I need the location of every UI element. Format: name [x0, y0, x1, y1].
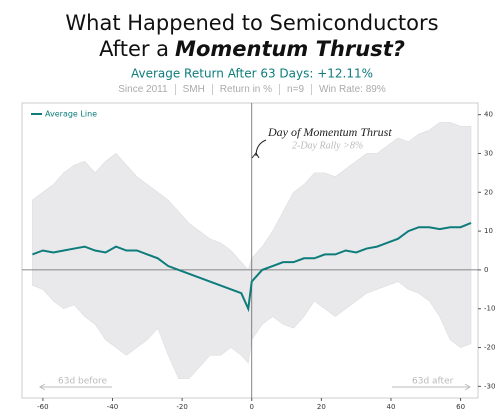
info-item: SMH	[174, 84, 212, 95]
y-tick-label: 0	[484, 266, 488, 274]
arrow-head	[39, 383, 46, 391]
x-tick-label: 20	[317, 403, 326, 411]
arrow-head	[464, 383, 471, 391]
average-line	[32, 221, 472, 313]
plot: -30 -20 -10 0 10 20 30 40 -60 -40 -20 0 20 40 60 Averag…	[22, 103, 495, 411]
title-line: After a Momentum Thrust?	[99, 37, 405, 61]
y-tick-label: 20	[484, 188, 493, 196]
x-tick-label: 40	[387, 403, 396, 411]
info-bar: Since 2011 SMH Return in % n=9 Win Rate: 89%	[0, 84, 504, 95]
annotation: 63d before	[58, 377, 107, 387]
title-line: What Happened to Semiconductors	[65, 11, 438, 35]
info-item: Since 2011	[118, 84, 168, 95]
x-tick-label: 0	[250, 403, 254, 411]
y-tick-label: -30	[484, 382, 495, 390]
title-part: After a	[99, 37, 169, 61]
annotation: 63d after	[412, 377, 454, 387]
y-tick-label: -10	[484, 305, 495, 313]
x-tick-label: 60	[456, 403, 465, 411]
y-tick-label: 40	[484, 111, 493, 119]
y-tick-label: 10	[484, 227, 493, 235]
x-tick-label: -40	[107, 403, 118, 411]
info-item: Return in %	[211, 84, 279, 95]
annotation: 2-Day Rally >8%	[292, 140, 363, 151]
y-tick-label: -20	[484, 344, 495, 352]
legend-label: Average Line	[45, 110, 97, 119]
info-item: Win Rate: 89%	[311, 84, 393, 95]
info-item: n=9	[279, 84, 311, 95]
x-tick-label: -60	[37, 403, 48, 411]
range-band	[32, 122, 472, 379]
annotation: Day of Momentum Thrust	[267, 125, 392, 139]
arrow-head	[251, 152, 260, 159]
subtitle: Average Return After 63 Days: +12.11%	[131, 67, 373, 81]
title-emphasis: Momentum Thrust?	[175, 37, 405, 61]
y-tick-label: 30	[484, 149, 493, 157]
x-tick-label: -20	[176, 403, 187, 411]
